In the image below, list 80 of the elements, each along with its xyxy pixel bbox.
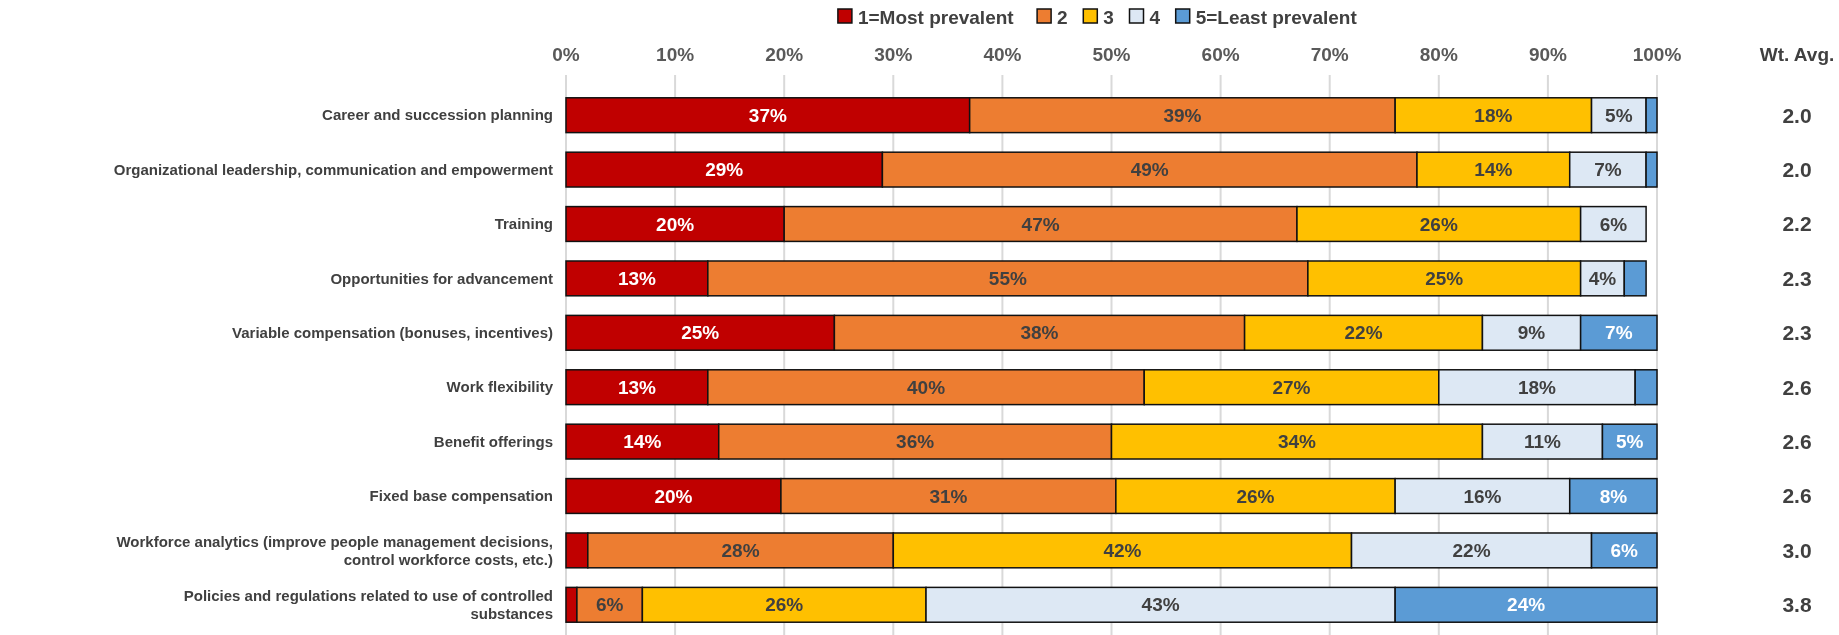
text: 2.2 — [1782, 212, 1812, 236]
text: 2.6 — [1782, 375, 1812, 399]
data-label: 31% — [929, 485, 968, 507]
data-label: 8% — [1599, 485, 1628, 507]
x-tick-label: 10% — [656, 44, 695, 65]
data-label: 22% — [1344, 322, 1383, 344]
data-label: 18% — [1474, 104, 1513, 126]
y-tick-label: Training — [494, 215, 553, 233]
text: 3.8 — [1782, 593, 1812, 617]
data-label: 6% — [1610, 540, 1639, 562]
data-label: 43% — [1141, 594, 1180, 616]
data-label: 29% — [705, 159, 744, 181]
data-label: 11% — [1523, 431, 1562, 453]
data-label: 25% — [1425, 268, 1464, 290]
data-label: 55% — [988, 268, 1027, 290]
text: 2.0 — [1782, 103, 1812, 127]
x-tick-label: 40% — [983, 44, 1022, 65]
x-tick-label: 70% — [1310, 44, 1349, 65]
data-label: 26% — [1419, 213, 1458, 235]
x-tick-label: 100% — [1632, 44, 1682, 65]
data-label: 7% — [1605, 322, 1633, 344]
x-tick-label: 80% — [1419, 44, 1458, 65]
data-label: 34% — [1277, 431, 1317, 453]
y-tick-label: Variable compensation (bonuses, incentives) — [232, 324, 553, 342]
text: 2.3 — [1782, 321, 1812, 345]
text: Wt. Avg. — [1759, 44, 1835, 65]
data-label: 5% — [1615, 431, 1644, 453]
data-label: 22% — [1452, 540, 1491, 562]
data-label: 14% — [1474, 159, 1513, 181]
data-label: 14% — [623, 431, 662, 453]
x-tick-label: 90% — [1528, 44, 1568, 65]
text: 2.6 — [1782, 429, 1812, 453]
x-tick-label: 0% — [552, 44, 580, 65]
data-label: 24% — [1507, 594, 1546, 616]
legend-label: 4 — [1149, 6, 1161, 28]
text: 3.0 — [1782, 538, 1812, 562]
x-tick-label: 50% — [1092, 44, 1131, 65]
data-label: 25% — [681, 322, 720, 344]
data-label: 27% — [1272, 376, 1311, 398]
data-label: 42% — [1103, 540, 1142, 562]
data-label: 18% — [1517, 376, 1557, 398]
legend-label: 5=Least prevalent — [1195, 6, 1358, 28]
data-label: 6% — [595, 594, 624, 616]
text: 2.6 — [1782, 484, 1812, 508]
data-label: 40% — [907, 376, 946, 398]
data-label: 38% — [1020, 322, 1059, 344]
data-label: 13% — [617, 376, 657, 398]
y-tick-label: Career and succession planning — [322, 106, 553, 124]
data-label: 13% — [617, 268, 657, 290]
data-label: 28% — [721, 540, 760, 562]
legend-label: 1=Most prevalent — [857, 6, 1015, 28]
x-tick-label: 30% — [874, 44, 913, 65]
y-tick-label: Workforce analytics (improve people management decisions, control workforce costs, etc.) — [116, 532, 553, 568]
y-tick-label: Work flexibility — [446, 378, 554, 396]
data-label: 20% — [656, 213, 695, 235]
data-label: 9% — [1517, 322, 1546, 344]
x-tick-label: 60% — [1201, 44, 1240, 65]
data-label: 20% — [654, 485, 693, 507]
text: 2.3 — [1782, 266, 1812, 290]
data-label: 26% — [765, 594, 804, 616]
legend-label: 3 — [1103, 6, 1114, 28]
y-tick-label: Opportunities for advancement — [330, 269, 553, 287]
data-label: 5% — [1605, 104, 1633, 126]
data-label: 16% — [1463, 485, 1502, 507]
data-label: 39% — [1163, 104, 1202, 126]
data-label: 6% — [1599, 213, 1628, 235]
y-tick-label: Fixed base compensation — [369, 487, 553, 505]
data-label: 4% — [1588, 268, 1617, 290]
y-tick-label: Policies and regulations related to use of controlled substances — [183, 587, 553, 623]
text: 2.0 — [1782, 157, 1812, 181]
data-label: 47% — [1021, 213, 1060, 235]
x-tick-label: 20% — [765, 44, 804, 65]
data-label: 7% — [1594, 159, 1622, 181]
y-tick-label: Organizational leadership, communication and empowerment — [113, 160, 553, 178]
data-label: 36% — [896, 431, 935, 453]
y-tick-label: Benefit offerings — [433, 432, 553, 450]
legend-label: 2 — [1057, 6, 1068, 28]
data-label: 37% — [748, 104, 787, 126]
data-label: 26% — [1236, 485, 1275, 507]
data-label: 49% — [1130, 159, 1169, 181]
